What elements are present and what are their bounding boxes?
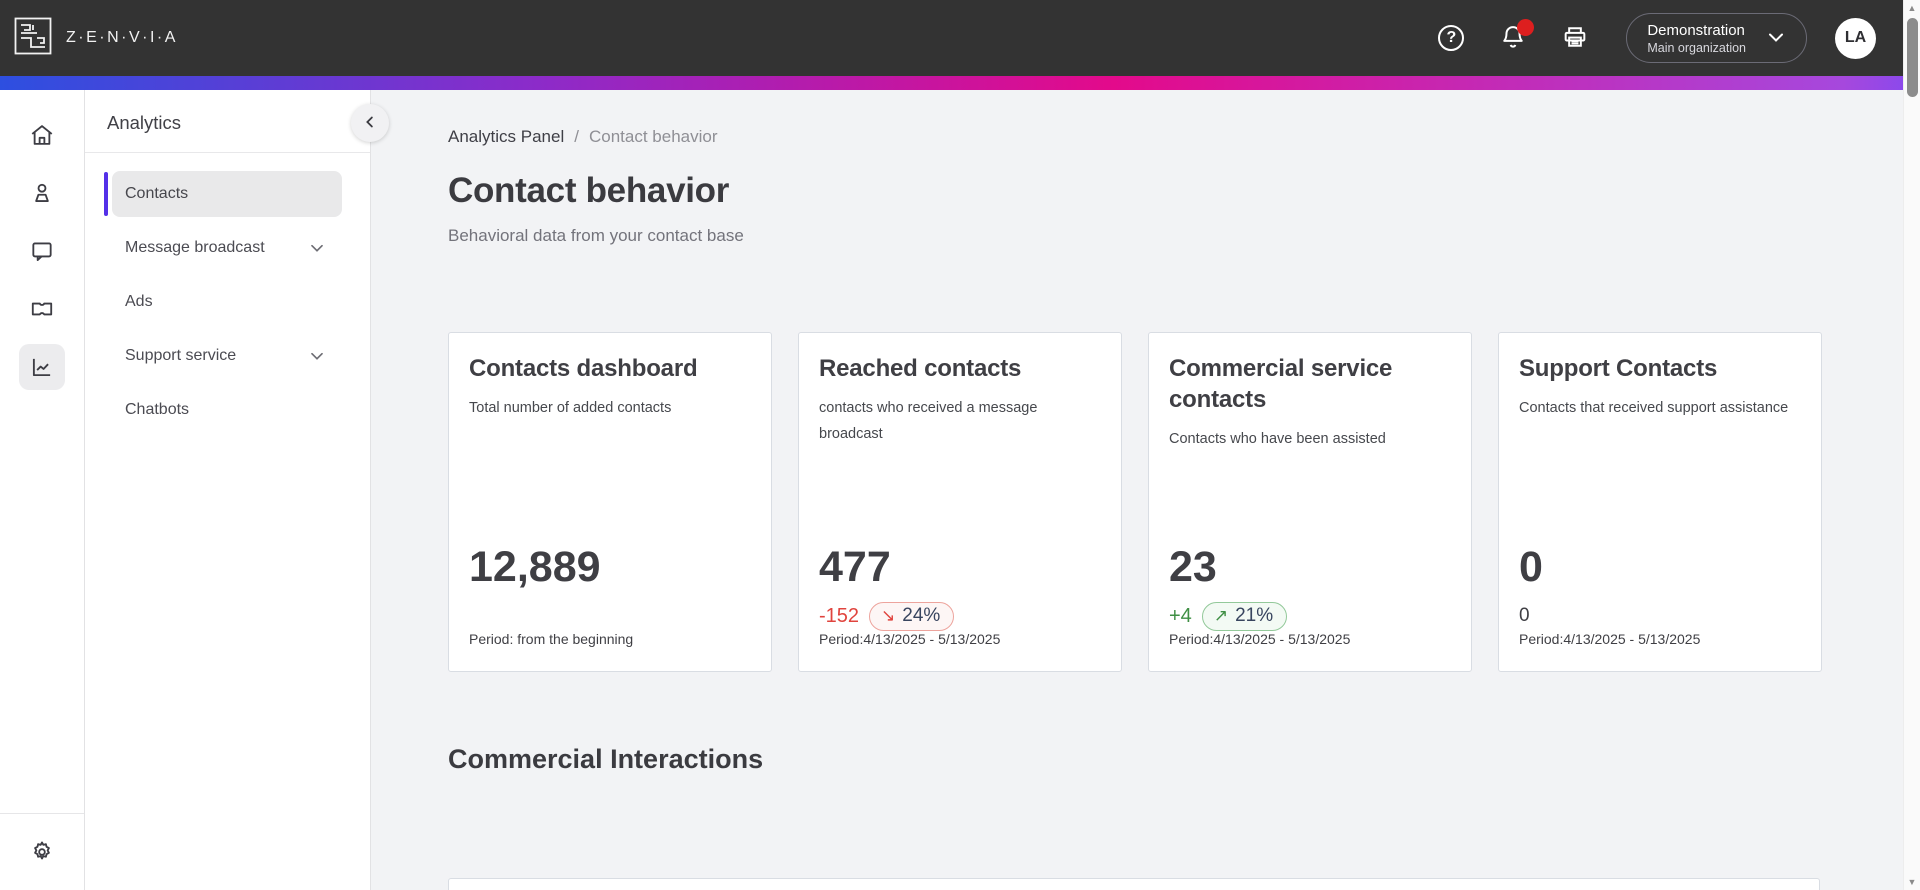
rail-item-home[interactable]	[19, 112, 65, 158]
card-delta-row: 0	[1519, 601, 1799, 631]
chevron-down-icon	[1764, 25, 1788, 52]
card-value: 12,889	[469, 543, 601, 591]
brand-gradient-bar	[0, 76, 1920, 90]
sidebar-item-label: Message broadcast	[125, 239, 265, 256]
delta-value: 0	[1519, 605, 1530, 626]
organization-name: Demonstration	[1647, 21, 1745, 39]
ticket-icon	[29, 296, 55, 322]
sidebar-collapse-button[interactable]	[351, 104, 389, 142]
rail-item-conversations[interactable]	[19, 228, 65, 274]
icon-rail	[0, 90, 85, 890]
gear-icon	[29, 839, 55, 865]
rail-item-contacts[interactable]	[19, 170, 65, 216]
vertical-scrollbar[interactable]: ▲ ▼	[1903, 0, 1920, 890]
card-period: Period:4/13/2025 - 5/13/2025	[1169, 631, 1351, 647]
brand-name: Z·E·N·V·I·A	[66, 29, 178, 46]
sidebar-item-support-service[interactable]: Support service	[112, 333, 342, 379]
card-description: Contacts who have been assisted	[1169, 431, 1386, 448]
card-description: Contacts that received support assistanc…	[1519, 400, 1789, 417]
card-delta-row: -152 ↘ 24%	[819, 601, 1099, 631]
printer-icon	[1561, 23, 1589, 54]
card-title: Reached contacts	[819, 355, 1022, 382]
scroll-down-arrow[interactable]: ▼	[1908, 874, 1917, 890]
card-reached-contacts: Reached contacts contacts who received a…	[798, 332, 1122, 672]
arrow-down-right-icon: ↘	[881, 605, 896, 625]
sidebar-title: Analytics	[107, 112, 182, 133]
notification-badge	[1517, 19, 1535, 36]
sidebar-item-ads[interactable]: Ads	[112, 279, 342, 325]
breadcrumb: Analytics Panel / Contact behavior	[448, 127, 1903, 147]
commercial-interactions-card	[448, 878, 1820, 890]
rail-item-analytics[interactable]	[19, 344, 65, 390]
card-support-contacts: Support Contacts Contacts that received …	[1498, 332, 1822, 672]
page-subtitle: Behavioral data from your contact base	[448, 226, 744, 245]
card-commercial-service-contacts: Commercial service contacts Contacts who…	[1148, 332, 1472, 672]
trend-badge: ↗ 21%	[1201, 601, 1288, 631]
card-delta-row: +4 ↗ 21%	[1169, 601, 1449, 631]
scroll-up-arrow[interactable]: ▲	[1908, 0, 1917, 16]
rail-item-tickets[interactable]	[19, 286, 65, 332]
sidebar-item-contacts[interactable]: Contacts	[104, 171, 342, 217]
sidebar-item-message-broadcast[interactable]: Message broadcast	[112, 225, 342, 271]
trend-percent: 24%	[902, 604, 941, 626]
chevron-down-icon	[306, 345, 328, 367]
sidebar-item-label: Chatbots	[125, 401, 190, 418]
trend-percent: 21%	[1235, 604, 1274, 626]
top-bar: Z·E·N·V·I·A ?	[0, 0, 1920, 76]
help-icon: ?	[1438, 25, 1465, 51]
chevron-down-icon	[306, 237, 328, 259]
breadcrumb-current: Contact behavior	[588, 127, 718, 146]
section-title-commercial-interactions: Commercial Interactions	[448, 744, 764, 774]
sidebar-item-label: Ads	[125, 293, 153, 310]
sidebar-item-label: Contacts	[125, 185, 189, 202]
analytics-sidebar: Analytics Contacts Message broadcast Ads…	[85, 90, 371, 890]
card-description: Total number of added contacts	[469, 400, 672, 417]
card-value: 23	[1169, 543, 1217, 591]
divider	[85, 152, 370, 153]
breadcrumb-separator: /	[574, 127, 579, 146]
arrow-up-right-icon: ↗	[1213, 605, 1229, 625]
main-content: Analytics Panel / Contact behavior Conta…	[372, 90, 1903, 890]
zenvia-logo-icon	[14, 17, 52, 60]
page-title: Contact behavior	[448, 171, 730, 210]
delta-value: +4	[1169, 604, 1192, 627]
card-description: contacts who received a message broadcas…	[819, 400, 1038, 442]
print-button[interactable]	[1558, 21, 1592, 55]
person-icon	[29, 180, 55, 206]
card-title: Contacts dashboard	[469, 355, 698, 382]
notifications-button[interactable]	[1496, 19, 1535, 55]
organization-switcher[interactable]: Demonstration Main organization	[1626, 13, 1807, 63]
kpi-cards-row: Contacts dashboard Total number of added…	[448, 332, 1903, 672]
user-avatar[interactable]: LA	[1835, 17, 1876, 59]
card-title: Support Contacts	[1519, 355, 1718, 382]
home-icon	[29, 122, 55, 148]
sidebar-item-label: Support service	[125, 347, 237, 364]
scrollbar-thumb[interactable]	[1906, 18, 1918, 97]
card-contacts-dashboard: Contacts dashboard Total number of added…	[448, 332, 772, 672]
line-chart-icon	[29, 354, 55, 380]
breadcrumb-analytics-panel[interactable]: Analytics Panel	[448, 127, 565, 146]
card-period: Period:4/13/2025 - 5/13/2025	[819, 631, 1001, 647]
card-value: 0	[1519, 543, 1543, 591]
delta-value: -152	[819, 604, 860, 627]
active-indicator	[104, 172, 108, 216]
brand: Z·E·N·V·I·A	[14, 17, 178, 60]
card-period: Period: from the beginning	[469, 631, 634, 647]
card-period: Period:4/13/2025 - 5/13/2025	[1519, 631, 1701, 647]
help-button[interactable]: ?	[1434, 21, 1468, 55]
card-value: 477	[819, 543, 891, 591]
rail-item-settings[interactable]	[19, 829, 65, 875]
trend-badge: ↘ 24%	[869, 601, 955, 631]
chat-bubble-icon	[29, 238, 55, 264]
organization-subtitle: Main organization	[1647, 40, 1746, 55]
card-title: Commercial service contacts	[1169, 355, 1393, 414]
sidebar-item-chatbots[interactable]: Chatbots	[112, 387, 342, 433]
chevron-left-icon	[361, 113, 379, 134]
card-delta-row	[469, 601, 749, 631]
